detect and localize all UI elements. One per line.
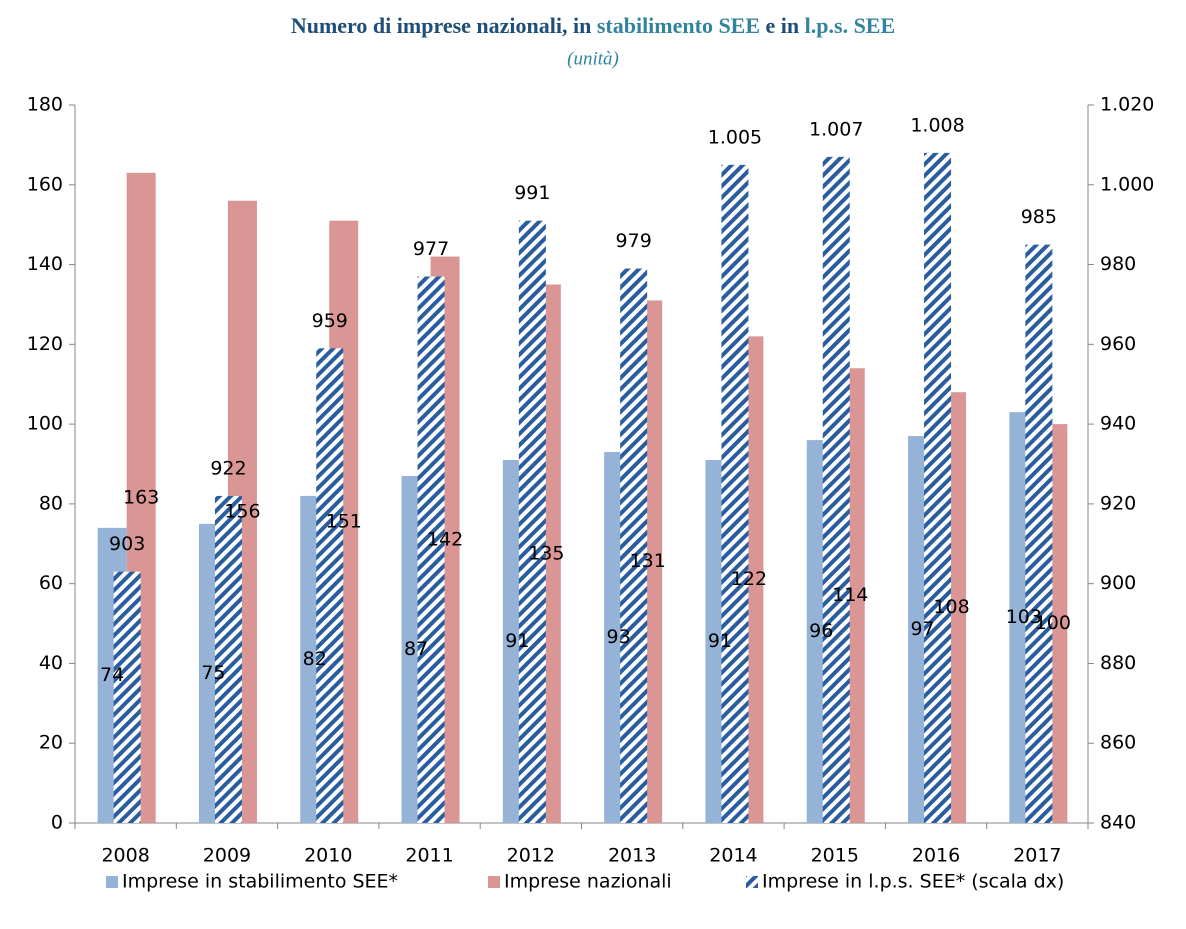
chart-subtitle: (unità): [567, 48, 619, 69]
data-label: 114: [832, 584, 868, 606]
x-tick-label: 2013: [608, 845, 656, 867]
data-label: 91: [708, 630, 732, 652]
y-tick-label: 20: [39, 732, 63, 754]
legend-swatch: [106, 876, 118, 888]
x-tick-label: 2014: [709, 845, 757, 867]
data-label: 97: [910, 618, 934, 640]
data-label: 122: [731, 568, 767, 590]
bar: [620, 268, 648, 823]
data-label: 959: [312, 310, 348, 332]
legend-swatch: [488, 876, 500, 888]
x-tick-label: 2017: [1013, 845, 1061, 867]
bar: [721, 164, 749, 824]
x-tick-label: 2012: [507, 845, 555, 867]
x-tick-label: 2008: [101, 845, 149, 867]
bar: [518, 220, 546, 823]
data-label: 135: [528, 542, 564, 564]
data-label: 74: [100, 664, 124, 686]
x-tick-label: 2010: [304, 845, 352, 867]
title-part: l.p.s. SEE: [805, 13, 896, 38]
chart-title: Numero di imprese nazionali, in stabilim…: [291, 13, 895, 38]
data-label: 142: [427, 528, 463, 550]
data-label: 922: [210, 457, 246, 479]
bar: [214, 495, 242, 823]
y2-tick-label: 880: [1100, 652, 1136, 674]
y2-tick-label: 940: [1100, 413, 1136, 435]
bar: [316, 348, 344, 823]
data-label: 91: [505, 630, 529, 652]
x-tick-label: 2016: [912, 845, 960, 867]
bar: [924, 152, 952, 823]
x-tick-label: 2009: [203, 845, 251, 867]
bar: [417, 276, 445, 823]
title-part: Numero di imprese nazionali, in: [291, 13, 597, 38]
data-label: 93: [607, 626, 631, 648]
y-tick-label: 100: [27, 413, 63, 435]
data-label: 985: [1021, 206, 1057, 228]
legend-label: Imprese in l.p.s. SEE* (scala dx): [762, 871, 1064, 893]
title-part: e in: [760, 13, 805, 38]
y-tick-label: 140: [27, 253, 63, 275]
bar: [1025, 244, 1053, 824]
data-label: 103: [1006, 606, 1042, 628]
bar: [822, 156, 850, 823]
data-label: 82: [303, 648, 327, 670]
legend-swatch: [746, 876, 758, 888]
y2-tick-label: 1.020: [1100, 94, 1154, 116]
data-label: 87: [404, 638, 428, 660]
data-label: 991: [514, 182, 550, 204]
data-label: 96: [809, 620, 833, 642]
data-label: 151: [326, 510, 362, 532]
y2-tick-label: 840: [1100, 812, 1136, 834]
data-label: 108: [933, 596, 969, 618]
y2-tick-label: 900: [1100, 572, 1136, 594]
title-part: stabilimento SEE: [597, 13, 760, 38]
data-label: 977: [413, 238, 449, 260]
legend-label: Imprese nazionali: [504, 871, 672, 893]
data-label: 1.005: [708, 126, 762, 148]
data-label: 100: [1035, 612, 1071, 634]
bar: [113, 571, 141, 823]
y2-tick-label: 980: [1100, 253, 1136, 275]
x-tick-label: 2015: [811, 845, 859, 867]
x-tick-label: 2011: [405, 845, 453, 867]
data-label: 75: [201, 662, 225, 684]
data-label: 131: [630, 550, 666, 572]
data-label: 903: [109, 533, 145, 555]
y-tick-label: 120: [27, 333, 63, 355]
y-tick-label: 40: [39, 652, 63, 674]
y-tick-label: 60: [39, 572, 63, 594]
y2-tick-label: 920: [1100, 492, 1136, 514]
y-tick-label: 180: [27, 94, 63, 116]
y-tick-label: 0: [51, 812, 63, 834]
y-tick-label: 160: [27, 173, 63, 195]
data-label: 163: [123, 486, 159, 508]
y2-tick-label: 960: [1100, 333, 1136, 355]
y-tick-label: 80: [39, 492, 63, 514]
data-label: 1.008: [910, 114, 964, 136]
y2-tick-label: 1.000: [1100, 173, 1154, 195]
data-label: 979: [616, 230, 652, 252]
legend-label: Imprese in stabilimento SEE*: [122, 871, 398, 893]
y2-tick-label: 860: [1100, 732, 1136, 754]
data-label: 156: [224, 500, 260, 522]
data-label: 1.007: [809, 118, 863, 140]
